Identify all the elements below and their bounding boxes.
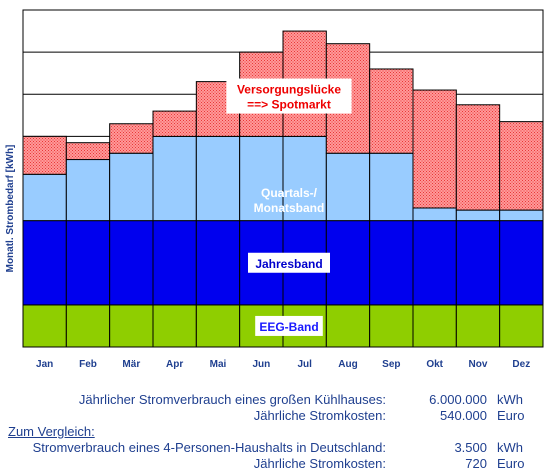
bar-jahresband [499,220,544,306]
bar-jahresband [195,220,241,306]
bar-quartalsband [369,152,414,222]
haushalt-verbrauch-unit: kWh [497,440,523,455]
band-label-bg [248,252,330,273]
bar-eeg [412,304,457,348]
bar-eeg [325,304,371,348]
chart-area: EEG-Band Jahresband Quartals-/Monatsband Ve… [5,9,544,370]
bar-jahresband [65,220,111,306]
bar-quartalsband [239,135,284,222]
bar-quartalsband [282,135,327,222]
x-tick-label: Jan [36,359,53,370]
band-label: Versorgungslücke [237,83,341,97]
bar-eeg [195,304,241,348]
haushalt-verbrauch-value: 3.500 [454,440,487,455]
x-tick-label: Apr [166,359,183,370]
haushalt-kosten-unit: Euro [497,456,525,471]
bar-quartalsband [412,207,457,222]
kuehlhaus-kosten-value: 540.000 [440,408,487,423]
x-tick-label: Feb [79,359,97,370]
kuehlhaus-verbrauch-unit: kWh [497,392,523,407]
kuehlhaus-kosten-unit: Euro [497,408,525,423]
bar-jahresband [369,220,414,306]
bar-spotmarkt [499,121,544,211]
bar-eeg [152,304,197,348]
bar-quartalsband [455,209,501,222]
bar-spotmarkt [65,142,111,161]
bar-jahresband [22,220,67,306]
x-tick-label: Dez [512,359,530,370]
x-tick-label: Jul [297,359,312,370]
haushalt-verbrauch-label: Stromverbrauch eines 4-Personen-Haushalt… [32,440,386,455]
bar-spotmarkt [455,104,501,211]
x-tick-label: Mai [210,359,227,370]
vergleich-heading: Zum Vergleich: [8,424,95,439]
stacked-bar-chart: EEG-Band Jahresband Quartals-/Monatsband Ve… [5,9,544,370]
x-tick-label: Jun [252,359,270,370]
bar-quartalsband [152,135,197,222]
bar-eeg [109,304,154,348]
band-label-bg [226,78,352,114]
bar-quartalsband [109,152,154,222]
band-label: Quartals-/ [261,186,318,200]
bar-spotmarkt [152,110,197,137]
bar-quartalsband [195,135,241,222]
band-label: Jahresband [255,257,322,271]
bar-quartalsband [22,173,67,222]
band-label-bg [255,315,323,336]
bar-spotmarkt [369,68,414,154]
bar-eeg [369,304,414,348]
x-tick-label: Sep [382,359,400,370]
band-label: EEG-Band [259,320,318,334]
bar-jahresband [152,220,197,306]
bar-spotmarkt [22,135,67,175]
bar-eeg [65,304,111,348]
x-tick-label: Nov [469,359,488,370]
bar-jahresband [325,220,371,306]
bar-eeg [22,304,67,348]
bar-quartalsband [499,209,544,222]
bar-spotmarkt [109,123,154,154]
y-axis-label: Monatl. Strombedarf [kWh] [5,145,16,273]
kuehlhaus-verbrauch-value: 6.000.000 [429,392,487,407]
x-tick-label: Okt [426,359,443,370]
bar-eeg [455,304,501,348]
haushalt-kosten-label: Jährliche Stromkosten: [253,456,386,471]
bar-eeg [499,304,544,348]
bar-quartalsband [325,152,371,222]
band-label: Monatsband [254,201,325,215]
haushalt-kosten-value: 720 [465,456,487,471]
bar-jahresband [455,220,501,306]
x-tick-label: Mär [122,359,140,370]
kuehlhaus-verbrauch-label: Jährlicher Stromverbrauch eines großen K… [78,392,386,407]
bar-jahresband [109,220,154,306]
bar-spotmarkt [412,89,457,209]
kuehlhaus-kosten-label: Jährliche Stromkosten: [253,408,386,423]
band-label: ==> Spotmarkt [247,98,331,112]
bar-quartalsband [65,159,111,222]
x-tick-label: Aug [338,359,357,370]
bar-jahresband [412,220,457,306]
